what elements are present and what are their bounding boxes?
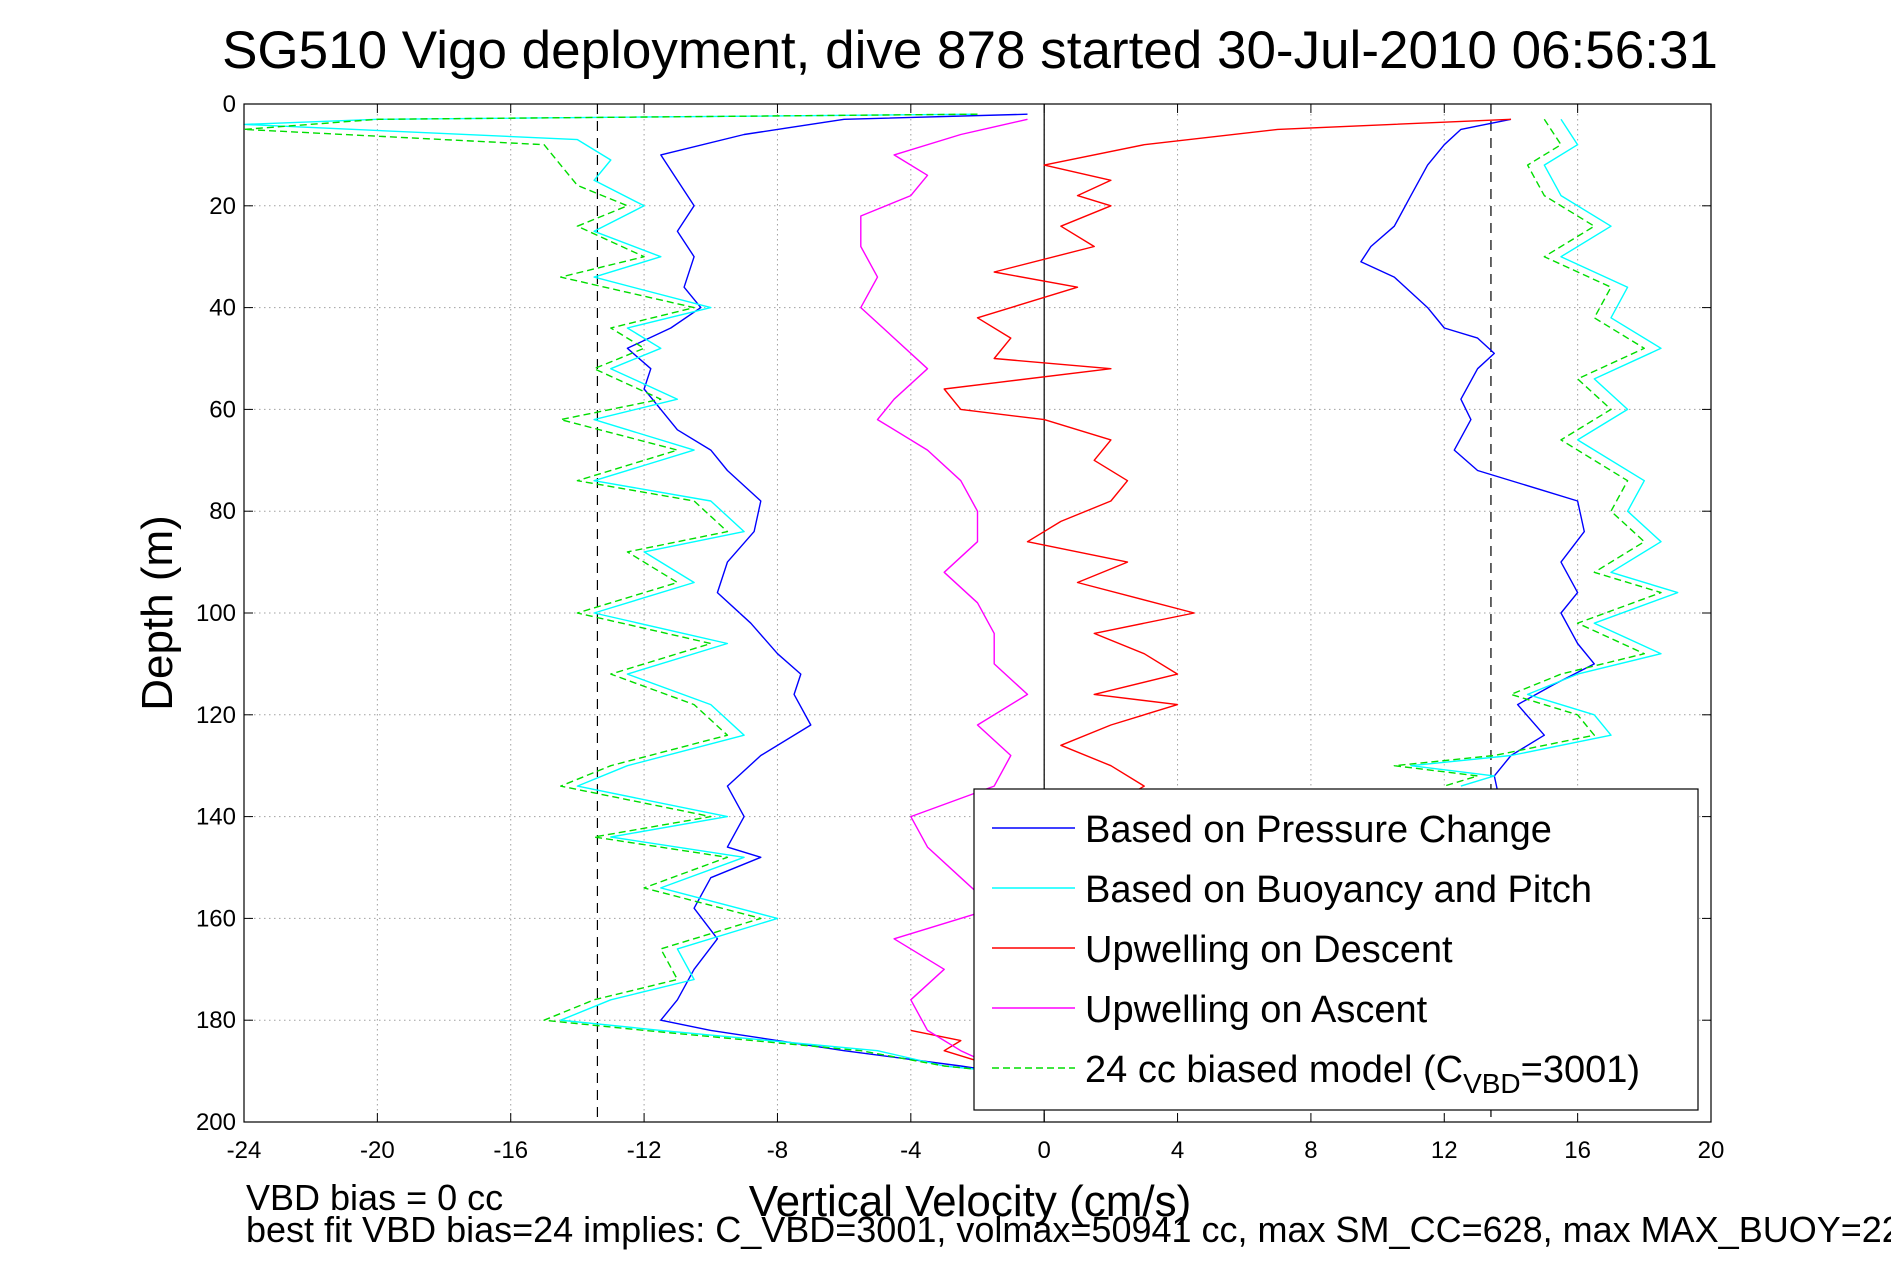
series-line-upwelling-on-ascent: [860, 118, 1029, 1067]
x-tick-label: 0: [1038, 1137, 1051, 1164]
series-line-based-on-buoyancy-and-pitch: [243, 113, 995, 1072]
x-tick-label: -4: [900, 1137, 921, 1164]
data-series: [243, 113, 1679, 1072]
y-tick-label: 80: [209, 498, 236, 525]
x-axis-ticks: -24 -20 -16 -12 -8 -4 0 4 8 12 16 20: [227, 104, 1725, 1164]
series-line-upwelling-on-descent: [943, 118, 1512, 797]
series-line-24-cc-biased-model-c-vbd-3001: [243, 113, 995, 1072]
y-axis-ticks: 0 20 40 60 80 100 120 140 160 180 200: [196, 91, 1711, 1136]
x-tick-label: -20: [360, 1137, 395, 1164]
legend-label: Upwelling on Descent: [1085, 929, 1453, 971]
x-tick-label: 16: [1564, 1137, 1591, 1164]
series-line-24-cc-biased-model-c-vbd-3001: [1393, 118, 1662, 787]
vbd-bias-note: VBD bias = 0 cc: [246, 1177, 504, 1218]
x-tick-label: -24: [227, 1137, 262, 1164]
y-tick-label: 40: [209, 295, 236, 322]
series-line-based-on-buoyancy-and-pitch: [1410, 118, 1679, 787]
y-tick-label: 60: [209, 396, 236, 423]
legend: Based on Pressure Change Based on Buoyanc…: [973, 788, 1699, 1111]
legend-label: 24 cc biased model (CVBD=3001): [1085, 1049, 1640, 1099]
series-line-based-on-pressure-change: [626, 113, 1028, 1072]
y-tick-label: 100: [196, 600, 236, 627]
best-fit-note: best fit VBD bias=24 implies: C_VBD=3001…: [246, 1209, 1891, 1250]
chart-title: SG510 Vigo deployment, dive 878 started …: [222, 21, 1718, 80]
x-tick-label: 4: [1171, 1137, 1184, 1164]
y-tick-label: 140: [196, 804, 236, 831]
x-tick-label: 8: [1304, 1137, 1317, 1164]
x-tick-label: 12: [1431, 1137, 1458, 1164]
x-tick-label: -8: [767, 1137, 788, 1164]
y-tick-label: 0: [223, 91, 236, 118]
legend-label: Based on Pressure Change: [1085, 809, 1552, 851]
y-tick-label: 160: [196, 905, 236, 932]
x-axis-label: Vertical Velocity (cm/s): [749, 1177, 1192, 1226]
x-tick-label: -12: [627, 1137, 662, 1164]
y-tick-label: 180: [196, 1007, 236, 1034]
legend-box: [973, 788, 1699, 1111]
legend-label: Based on Buoyancy and Pitch: [1085, 869, 1592, 911]
legend-label: Upwelling on Ascent: [1085, 989, 1428, 1031]
x-tick-label: 20: [1698, 1137, 1725, 1164]
y-tick-label: 200: [196, 1109, 236, 1136]
y-tick-label: 20: [209, 193, 236, 220]
x-tick-label: -16: [493, 1137, 528, 1164]
y-axis-label: Depth (m): [133, 515, 182, 711]
y-tick-label: 120: [196, 702, 236, 729]
